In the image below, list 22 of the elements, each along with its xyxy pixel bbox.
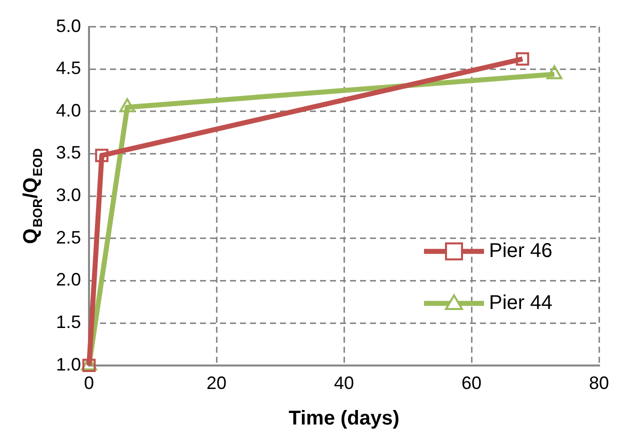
legend-label: Pier 44 <box>489 292 552 314</box>
point <box>95 148 108 162</box>
y-tick-label: 1.5 <box>56 312 82 332</box>
point <box>82 358 96 372</box>
y-tick-label: 3.0 <box>56 185 82 206</box>
x-tick-label: 20 <box>206 373 227 394</box>
y-axis-title: QBOR/QEOD <box>20 148 45 244</box>
point <box>546 65 562 80</box>
x-tick-label: 80 <box>588 373 610 394</box>
y-tick-label: 2.0 <box>56 270 82 290</box>
x-tick-label: 60 <box>461 373 482 394</box>
y-tick-label: 1.0 <box>56 354 82 374</box>
y-tick-label: 5.0 <box>56 16 82 36</box>
x-tick-label: 0 <box>84 373 94 394</box>
y-tick-label: 3.5 <box>56 142 82 163</box>
point <box>119 98 136 112</box>
y-tick-label: 2.5 <box>56 227 82 248</box>
legend-label: Pier 46 <box>489 240 552 262</box>
x-axis-title: Time (days) <box>288 408 400 430</box>
x-tick-label: 40 <box>334 373 354 394</box>
y-tick-label: 4.0 <box>56 100 82 120</box>
y-tick-label: 4.5 <box>56 58 82 78</box>
